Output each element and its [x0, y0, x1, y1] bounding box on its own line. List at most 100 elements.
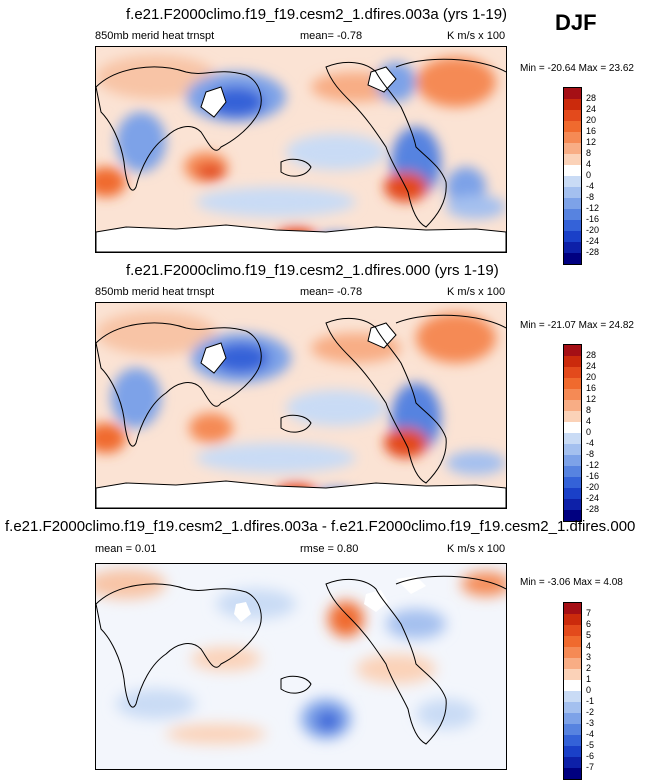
panel2-colorbar-cell	[564, 499, 581, 510]
panel1-colorbar-cells	[563, 87, 582, 265]
panel1-colorbar-tick-label: -4	[586, 181, 595, 191]
panel2-colorbar-cell	[564, 411, 581, 422]
panel3-colorbar-tick-label: 2	[586, 663, 592, 673]
panel1-colorbar-cell	[564, 143, 581, 154]
panel2-colorbar-cell	[564, 477, 581, 488]
panel2-colorbar-cell	[564, 510, 581, 521]
panel3-colorbar-cell	[564, 713, 581, 724]
panel3-colorbar-cell	[564, 647, 581, 658]
panel1-colorbar-cell	[564, 231, 581, 242]
panel1-colorbar-cell	[564, 187, 581, 198]
panel3-colorbar-cell	[564, 735, 581, 746]
panel2-colorbar-tick-label: -4	[586, 438, 595, 448]
panel2-colorbar-cell	[564, 400, 581, 411]
panel2-colorbar-cell	[564, 356, 581, 367]
panel1-colorbar-cell	[564, 198, 581, 209]
panel3-colorbar-tick-label: -5	[586, 740, 595, 750]
panel3-colorbar-tick-label: -3	[586, 718, 595, 728]
panel2-colorbar-cell	[564, 367, 581, 378]
panel1-colorbar-tick-label: 0	[586, 170, 592, 180]
season-label: DJF	[555, 10, 597, 35]
panel3-colorbar-cell	[564, 625, 581, 636]
panel1-colorbar-tick-label: -16	[586, 214, 600, 224]
panel3-colorbar-tick-label: 0	[586, 685, 592, 695]
panel1-colorbar-tick-label: 24	[586, 104, 597, 114]
panel3-colorbar-tick-label: 4	[586, 641, 592, 651]
panel2-colorbar-cell	[564, 488, 581, 499]
panel1-colorbar-tick-label: 8	[586, 148, 592, 158]
panel1-colorbar-cell	[564, 209, 581, 220]
panel3-rmse-label: rmse = 0.80	[300, 543, 359, 555]
panel1-minmax: Min = -20.64 Max = 23.62	[520, 63, 634, 74]
panel2-colorbar-tick-label: 16	[586, 383, 597, 393]
panel1-colorbar-tick-label: 28	[586, 93, 597, 103]
panel3-colorbar-tick-label: -1	[586, 696, 595, 706]
panel2-colorbar-tick-label: -8	[586, 449, 595, 459]
panel3-colorbar-cell	[564, 691, 581, 702]
panel3-colorbar-cells	[563, 602, 582, 780]
panel2-colorbar-tick-label: 28	[586, 350, 597, 360]
panel3-colorbar-cell	[564, 746, 581, 757]
panel1-units-label: K m/s x 100	[447, 30, 506, 42]
panel1-colorbar-cell	[564, 165, 581, 176]
panel2-colorbar-cell	[564, 466, 581, 477]
panel1-colorbar-tick-label: -28	[586, 247, 600, 257]
panel1-colorbar-tick-label: 20	[586, 115, 597, 125]
panel1-colorbar-cell	[564, 99, 581, 110]
panel3-minmax: Min = -3.06 Max = 4.08	[520, 577, 623, 588]
panel3-mean-label: mean = 0.01	[95, 543, 157, 555]
panel2-colorbar-tick-label: -12	[586, 460, 600, 470]
panel2-colorbar-tick-label: 24	[586, 361, 597, 371]
panel3-colorbar-tick-label: -2	[586, 707, 595, 717]
panel1-mean-label: mean= -0.78	[300, 30, 363, 42]
panel1-colorbar-cell	[564, 154, 581, 165]
panel3-map	[95, 563, 507, 770]
panel3-units-label: K m/s x 100	[447, 543, 506, 555]
panel1-colorbar-tick-label: 12	[586, 137, 597, 147]
panel2-colorbar-tick-label: 4	[586, 416, 592, 426]
panel3-colorbar-cell	[564, 603, 581, 614]
panel1-colorbar-cell	[564, 253, 581, 264]
panel1-colorbar-tick-label: 16	[586, 126, 597, 136]
panel2-map	[95, 302, 507, 509]
panel3-colorbar-cell	[564, 680, 581, 691]
panel2-colorbar-tick-label: 20	[586, 372, 597, 382]
panel3-colorbar-tick-label: 6	[586, 619, 592, 629]
panel1-colorbar-tick-label: -8	[586, 192, 595, 202]
panel2-colorbar-cell	[564, 389, 581, 400]
panel2-variable-label: 850mb merid heat trnspt	[95, 286, 215, 298]
panel1-colorbar-cell	[564, 132, 581, 143]
panel3-colorbar-tick-label: 5	[586, 630, 592, 640]
panel3-colorbar-cell	[564, 636, 581, 647]
panel3-colorbar-cell	[564, 768, 581, 779]
panel2-minmax: Min = -21.07 Max = 24.82	[520, 320, 634, 331]
panel2-colorbar-tick-label: -28	[586, 504, 600, 514]
panel2-colorbar-tick-label: 0	[586, 427, 592, 437]
panel1-colorbar-tick-label: -20	[586, 225, 600, 235]
panel1-variable-label: 850mb merid heat trnspt	[95, 30, 215, 42]
panel3-title: f.e21.F2000climo.f19_f19.cesm2_1.dfires.…	[5, 518, 636, 535]
panel3-colorbar-tick-label: -4	[586, 729, 595, 739]
panel2-colorbar-cells	[563, 344, 582, 522]
panel1-title: f.e21.F2000climo.f19_f19.cesm2_1.dfires.…	[126, 6, 508, 23]
panel2-colorbar-tick-label: -24	[586, 493, 600, 503]
panel2-title: f.e21.F2000climo.f19_f19.cesm2_1.dfires.…	[126, 262, 499, 279]
panel3-colorbar-cell	[564, 614, 581, 625]
panel2-colorbar-cell	[564, 433, 581, 444]
panel3-colorbar-cell	[564, 757, 581, 768]
panel3-colorbar-cell	[564, 658, 581, 669]
panel3-colorbar-tick-label: -6	[586, 751, 595, 761]
panel2-colorbar-tick-label: 12	[586, 394, 597, 404]
panel3-colorbar-cell	[564, 702, 581, 713]
panel2-colorbar-tick-label: 8	[586, 405, 592, 415]
panel1-colorbar-tick-label: -12	[586, 203, 600, 213]
panel2-colorbar-cell	[564, 345, 581, 356]
panel1-colorbar-cell	[564, 88, 581, 99]
panel2-colorbar-tick-label: -16	[586, 471, 600, 481]
panel1-colorbar-cell	[564, 220, 581, 231]
panel3-colorbar-cell	[564, 724, 581, 735]
panel3-colorbar-tick-label: -7	[586, 762, 595, 772]
panel2-colorbar-cell	[564, 455, 581, 466]
panel2-colorbar-cell	[564, 378, 581, 389]
panel1-map	[95, 46, 507, 253]
